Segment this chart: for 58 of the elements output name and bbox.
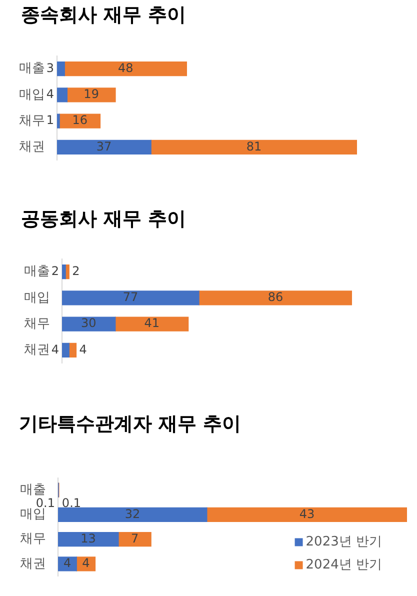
- y-tick-label: 매출: [19, 61, 45, 76]
- y-tick-label: 채권: [24, 342, 50, 358]
- data-label: 86: [268, 290, 284, 304]
- data-label: 2: [72, 264, 80, 278]
- data-label: 43: [299, 506, 315, 521]
- y-tick-label: 매입: [19, 87, 45, 102]
- data-label: 0.1: [62, 496, 82, 510]
- data-label: 7: [130, 531, 139, 546]
- data-label: 41: [144, 316, 160, 330]
- legend-label: 2024년 반기: [306, 558, 382, 573]
- data-label: 4: [63, 556, 72, 570]
- bar: [62, 342, 70, 358]
- bar: [62, 290, 200, 306]
- y-tick-label: 매출: [20, 482, 46, 498]
- data-label: 16: [72, 113, 88, 128]
- data-label: 2: [51, 264, 59, 278]
- y-tick-label: 채권: [20, 556, 46, 572]
- data-label: 1: [46, 113, 54, 128]
- bar: [118, 532, 152, 547]
- chart-title: 공동회사 재무 추이: [21, 207, 186, 231]
- y-tick-label: 채무: [24, 316, 50, 332]
- bar: [58, 532, 119, 547]
- data-label: 19: [84, 87, 99, 102]
- bar: [57, 140, 152, 154]
- bar: [115, 316, 189, 332]
- data-label: 3: [46, 60, 54, 75]
- bar: [62, 264, 66, 280]
- chart-title: 기타특수관계자 재무 추이: [19, 412, 242, 436]
- bar: [62, 316, 116, 332]
- y-tick-label: 채권: [19, 140, 45, 155]
- bar: [57, 62, 65, 76]
- bar: [59, 114, 101, 128]
- y-tick-label: 매출: [24, 264, 50, 280]
- bar: [150, 140, 357, 154]
- bar: [206, 507, 407, 522]
- data-label: 32: [124, 506, 140, 521]
- bar: [58, 507, 208, 522]
- data-label: 37: [96, 139, 112, 154]
- bar: [64, 62, 187, 76]
- data-label: 4: [82, 556, 90, 570]
- y-tick-label: 채무: [20, 532, 46, 547]
- data-label: 13: [80, 531, 96, 546]
- data-label: 4: [46, 87, 54, 102]
- bar: [198, 290, 352, 306]
- data-label: 81: [246, 139, 262, 154]
- data-label: 4: [79, 342, 87, 356]
- y-tick-label: 채무: [19, 113, 45, 128]
- bar: [66, 88, 116, 102]
- data-label: 30: [81, 316, 96, 330]
- data-label: 4: [51, 342, 59, 356]
- bar: [57, 88, 68, 102]
- data-label: 48: [118, 60, 134, 75]
- legend-label: 2023년 반기: [306, 534, 382, 550]
- chart-title: 종속회사 재무 추이: [21, 3, 186, 27]
- data-label: 77: [122, 290, 138, 304]
- y-tick-label: 매입: [20, 507, 46, 522]
- y-tick-label: 매입: [24, 290, 50, 306]
- bar: [57, 114, 60, 128]
